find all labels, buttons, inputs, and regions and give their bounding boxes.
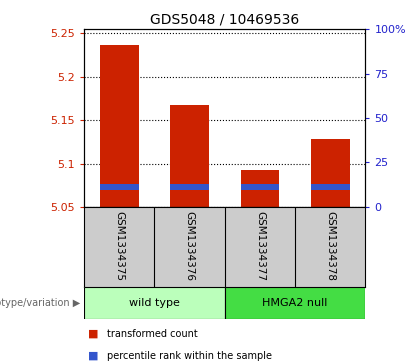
Text: genotype/variation ▶: genotype/variation ▶ [0,298,80,308]
Text: GSM1334375: GSM1334375 [114,211,124,281]
Title: GDS5048 / 10469536: GDS5048 / 10469536 [150,12,299,26]
Text: GSM1334377: GSM1334377 [255,211,265,281]
Bar [170,184,209,189]
FancyBboxPatch shape [84,287,225,319]
Text: GSM1334376: GSM1334376 [184,211,194,281]
Text: GSM1334378: GSM1334378 [325,211,335,281]
Text: transformed count: transformed count [107,329,198,339]
Bar [241,184,279,189]
Text: HMGA2 null: HMGA2 null [262,298,328,308]
Text: wild type: wild type [129,298,180,308]
Text: ■: ■ [88,329,99,339]
Text: percentile rank within the sample: percentile rank within the sample [107,351,272,361]
Bar [100,184,139,189]
Bar [311,184,349,189]
Text: ■: ■ [88,351,99,361]
Bar [241,171,279,207]
Bar [100,45,139,207]
FancyBboxPatch shape [225,287,365,319]
Bar [170,105,209,207]
Bar [311,139,349,207]
